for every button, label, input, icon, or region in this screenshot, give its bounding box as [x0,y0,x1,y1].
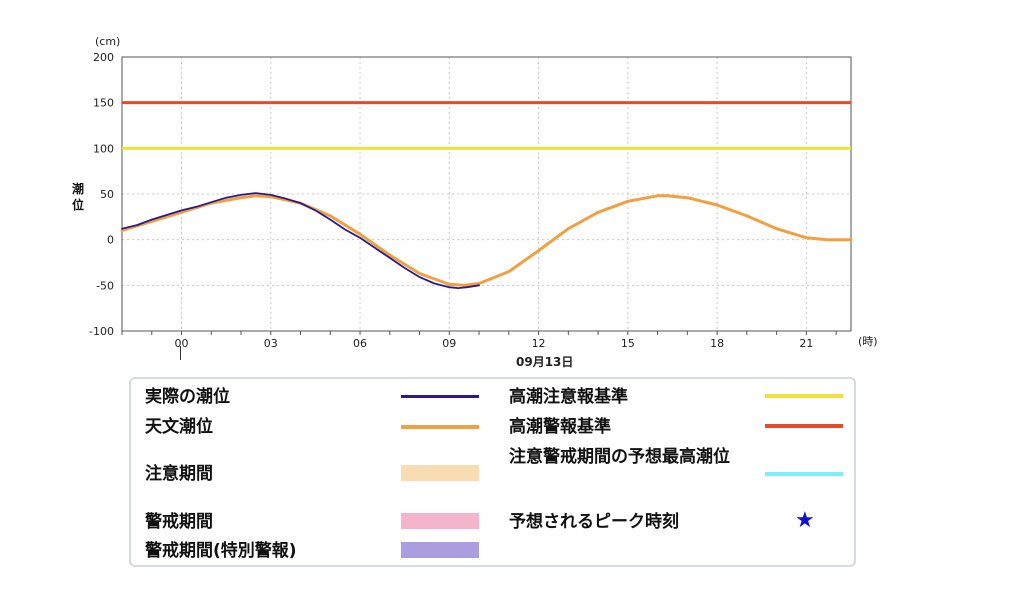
legend-swatch-warning-period [401,513,479,529]
legend-label-warning-period: 警戒期間 [145,512,213,532]
legend-swatch-storm-surge-advisory [765,394,843,398]
y-tick-label: 150 [93,97,114,110]
legend-label-storm-surge-warning: 高潮警報基準 [509,417,611,437]
y-unit-label: (cm) [95,35,120,48]
x-tick-label: 09 [442,337,456,350]
x-tick-label: 15 [621,337,635,350]
x-tick-label: 06 [353,337,367,350]
legend-label-predicted-max-tide: 注意警戒期間の予想最高潮位 [509,447,730,467]
legend-panel: 実際の潮位 天文潮位 注意期間 警戒期間 警戒期間(特別警報) 高潮注意報基準 … [129,377,856,567]
legend-label-special-warning-period: 警戒期間(特別警報) [145,541,297,561]
y-tick-label: 0 [107,234,114,247]
x-tick-label: 12 [532,337,546,350]
date-label: 09月13日 [516,355,573,369]
y-tick-labels: 200 150 100 50 0 -50 -100 [89,51,114,338]
y-tick-label: 50 [100,188,114,201]
legend-swatch-special-warning-period [401,542,479,558]
legend-swatch-astronomical-tide [401,425,479,429]
legend-swatch-storm-surge-warning [765,424,843,428]
y-tick-label: -50 [96,279,114,292]
y-axis-title-1: 潮 [72,181,84,196]
y-tick-label: 200 [93,51,114,64]
legend-label-astronomical-tide: 天文潮位 [145,417,213,437]
x-tick-label: 21 [799,337,813,350]
x-tick-label: 03 [264,337,278,350]
threshold-lines [122,101,851,150]
x-tick-labels: 00 03 06 09 12 15 18 21 [175,337,814,350]
tide-chart: 200 150 100 50 0 -50 -100 00 03 06 09 12 15 18 21 (cm… [72,35,878,369]
legend-swatch-predicted-max-tide [765,472,843,476]
legend-label-caution-period: 注意期間 [145,464,213,484]
astronomical-tide-line [120,194,853,287]
y-axis-title-2: 位 [72,197,84,212]
legend-label-storm-surge-advisory: 高潮注意報基準 [509,387,628,407]
x-tick-label: 00 [175,337,189,350]
legend-label-peak-time: 予想されるピーク時刻 [509,512,679,532]
plot-frame [121,56,852,332]
actual-tide-line [121,192,480,289]
x-unit-label: (時) [858,335,878,348]
y-tick-label: 100 [93,142,114,155]
star-icon: ★ [795,508,815,533]
legend-label-actual-tide: 実際の潮位 [145,387,230,407]
series-lines [120,192,853,289]
x-tick-label: 18 [710,337,724,350]
legend-swatch-caution-period [401,465,479,481]
legend-swatch-actual-tide [401,395,479,398]
y-tick-label: -100 [89,325,114,338]
